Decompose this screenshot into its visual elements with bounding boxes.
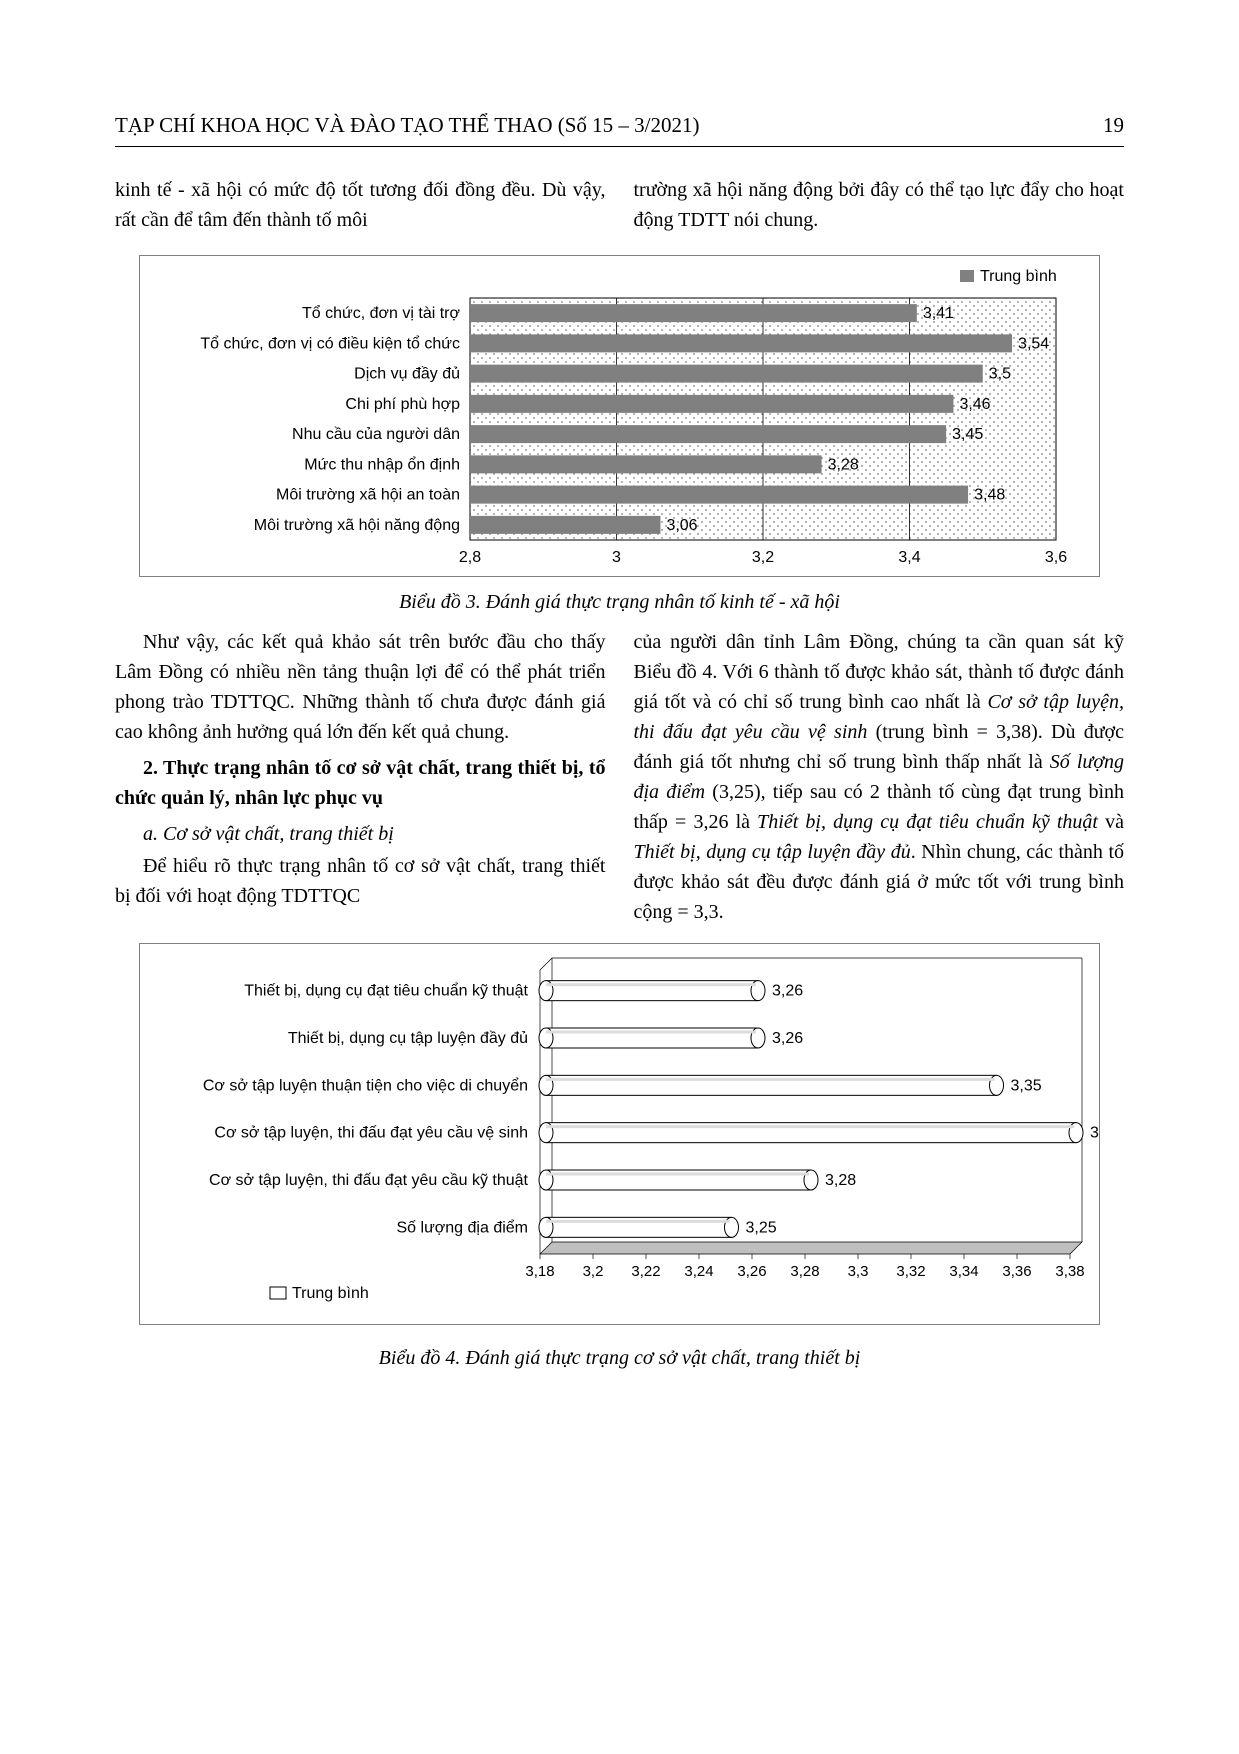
- svg-text:3,34: 3,34: [949, 1263, 978, 1280]
- svg-text:Cơ sở tập luyện, thi đấu đạt y: Cơ sở tập luyện, thi đấu đạt yêu cầu vệ …: [214, 1124, 528, 1141]
- svg-text:Môi trường xã hội năng động: Môi trường xã hội năng động: [254, 516, 460, 533]
- page-number: 19: [1103, 110, 1124, 142]
- mid-right-em4: Thiết bị, dụng cụ tập luyện đầy đủ: [634, 841, 911, 863]
- svg-text:3,35: 3,35: [1011, 1077, 1042, 1094]
- svg-text:Tổ chức, đơn vị có điều kiện t: Tổ chức, đơn vị có điều kiện tổ chức: [200, 334, 460, 352]
- svg-text:3,4: 3,4: [898, 549, 920, 566]
- svg-text:3,45: 3,45: [952, 426, 983, 443]
- mid-columns: Như vậy, các kết quả khảo sát trên bước …: [115, 627, 1124, 929]
- svg-text:Mức thu nhập ổn định: Mức thu nhập ổn định: [304, 455, 460, 473]
- svg-text:3,6: 3,6: [1045, 549, 1067, 566]
- svg-text:3,38: 3,38: [1055, 1263, 1084, 1280]
- svg-text:Dịch vụ đầy đủ: Dịch vụ đầy đủ: [354, 365, 460, 382]
- mid-col-left: Như vậy, các kết quả khảo sát trên bước …: [115, 627, 606, 929]
- intro-text-left: kinh tế - xã hội có mức độ tốt tương đối…: [115, 175, 606, 235]
- intro-text-right: trường xã hội năng động bởi đây có thể t…: [634, 175, 1125, 235]
- svg-text:3,22: 3,22: [631, 1263, 660, 1280]
- svg-text:Chi phí phù hợp: Chi phí phù hợp: [345, 395, 460, 412]
- svg-text:3,06: 3,06: [666, 516, 697, 533]
- svg-text:3,5: 3,5: [989, 365, 1011, 382]
- section-heading-2: 2. Thực trạng nhân tố cơ sở vật chất, tr…: [115, 753, 606, 813]
- chart4-frame: 3,18 3,2 3,22 3,24 3,26 3,28 3,3 3,32 3,34 3,36 3,…: [139, 943, 1100, 1325]
- mid-right-em3: Thiết bị, dụng cụ đạt tiêu chuẩn kỹ thuậ…: [757, 811, 1098, 833]
- mid-right-frag-d: và: [1098, 811, 1124, 833]
- subsection-a: a. Cơ sở vật chất, trang thiết bị: [115, 819, 606, 849]
- svg-text:3,46: 3,46: [959, 395, 990, 412]
- svg-text:Cơ sở tập luyện thuận tiện cho: Cơ sở tập luyện thuận tiện cho việc di c…: [203, 1076, 528, 1094]
- intro-columns: kinh tế - xã hội có mức độ tốt tương đối…: [115, 175, 1124, 237]
- intro-col-right: trường xã hội năng động bởi đây có thể t…: [634, 175, 1125, 237]
- svg-text:Cơ sở tập luyện, thi đấu đạt y: Cơ sở tập luyện, thi đấu đạt yêu cầu kỹ …: [209, 1172, 529, 1189]
- svg-text:3,36: 3,36: [1002, 1263, 1031, 1280]
- svg-text:3,25: 3,25: [746, 1219, 777, 1236]
- svg-text:3,28: 3,28: [828, 456, 859, 473]
- svg-text:Nhu cầu của người dân: Nhu cầu của người dân: [292, 426, 460, 443]
- chart4-container: 3,18 3,2 3,22 3,24 3,26 3,28 3,3 3,32 3,34 3,36 3,…: [139, 943, 1100, 1325]
- svg-text:Thiết bị, dụng cụ tập luyện đầ: Thiết bị, dụng cụ tập luyện đầy đủ: [288, 1030, 528, 1047]
- svg-text:3,26: 3,26: [772, 982, 803, 999]
- svg-text:Thiết bị, dụng cụ đạt tiêu chu: Thiết bị, dụng cụ đạt tiêu chuẩn kỹ thuậ…: [244, 981, 528, 999]
- svg-text:3,2: 3,2: [583, 1263, 604, 1280]
- chart4-caption: Biểu đồ 4. Đánh giá thực trạng cơ sở vật…: [115, 1343, 1124, 1373]
- svg-text:3,26: 3,26: [772, 1030, 803, 1047]
- mid-right-p1: của người dân tỉnh Lâm Đồng, chúng ta cầ…: [634, 627, 1125, 927]
- svg-text:3,32: 3,32: [896, 1263, 925, 1280]
- svg-text:Tổ chức, đơn vị tài trợ: Tổ chức, đơn vị tài trợ: [302, 304, 460, 322]
- svg-text:Môi trường xã hội an toàn: Môi trường xã hội an toàn: [276, 486, 460, 503]
- intro-col-left: kinh tế - xã hội có mức độ tốt tương đối…: [115, 175, 606, 237]
- svg-text:3,18: 3,18: [525, 1263, 554, 1280]
- chart3-frame: 2,8 3 3,2 3,4 3,6 Trung bình 3,41 Tổ chức, đơn …: [139, 255, 1100, 577]
- svg-text:3,28: 3,28: [825, 1172, 856, 1189]
- journal-title: TẠP CHÍ KHOA HỌC VÀ ĐÀO TẠO THỂ THAO (Số…: [115, 110, 700, 142]
- svg-text:3,54: 3,54: [1018, 335, 1049, 352]
- mid-left-p1: Như vậy, các kết quả khảo sát trên bước …: [115, 627, 606, 747]
- svg-text:3,38: 3,38: [1090, 1124, 1100, 1141]
- svg-text:3,48: 3,48: [974, 486, 1005, 503]
- svg-text:Trung bình: Trung bình: [980, 268, 1057, 285]
- svg-text:3,41: 3,41: [923, 305, 954, 322]
- chart3-container: 2,8 3 3,2 3,4 3,6 Trung bình 3,41 Tổ chức, đơn …: [139, 255, 1100, 577]
- svg-text:3,2: 3,2: [752, 549, 774, 566]
- page-header: TẠP CHÍ KHOA HỌC VÀ ĐÀO TẠO THỂ THAO (Số…: [115, 110, 1124, 147]
- chart3-svg: 2,8 3 3,2 3,4 3,6 Trung bình 3,41 Tổ chức, đơn …: [140, 256, 1100, 576]
- svg-text:Trung bình: Trung bình: [292, 1285, 369, 1302]
- svg-text:3,28: 3,28: [790, 1263, 819, 1280]
- svg-text:3,3: 3,3: [848, 1263, 869, 1280]
- chart3-caption: Biểu đồ 3. Đánh giá thực trạng nhân tố k…: [115, 587, 1124, 617]
- mid-col-right: của người dân tỉnh Lâm Đồng, chúng ta cầ…: [634, 627, 1125, 929]
- svg-text:3,24: 3,24: [684, 1263, 713, 1280]
- svg-text:2,8: 2,8: [459, 549, 481, 566]
- svg-text:Số lượng địa điểm: Số lượng địa điểm: [397, 1218, 529, 1236]
- mid-left-p2: Để hiểu rõ thực trạng nhân tố cơ sở vật …: [115, 851, 606, 911]
- chart4-svg: 3,18 3,2 3,22 3,24 3,26 3,28 3,3 3,32 3,34 3,36 3,…: [140, 944, 1100, 1324]
- svg-text:3,26: 3,26: [737, 1263, 766, 1280]
- svg-text:3: 3: [612, 549, 621, 566]
